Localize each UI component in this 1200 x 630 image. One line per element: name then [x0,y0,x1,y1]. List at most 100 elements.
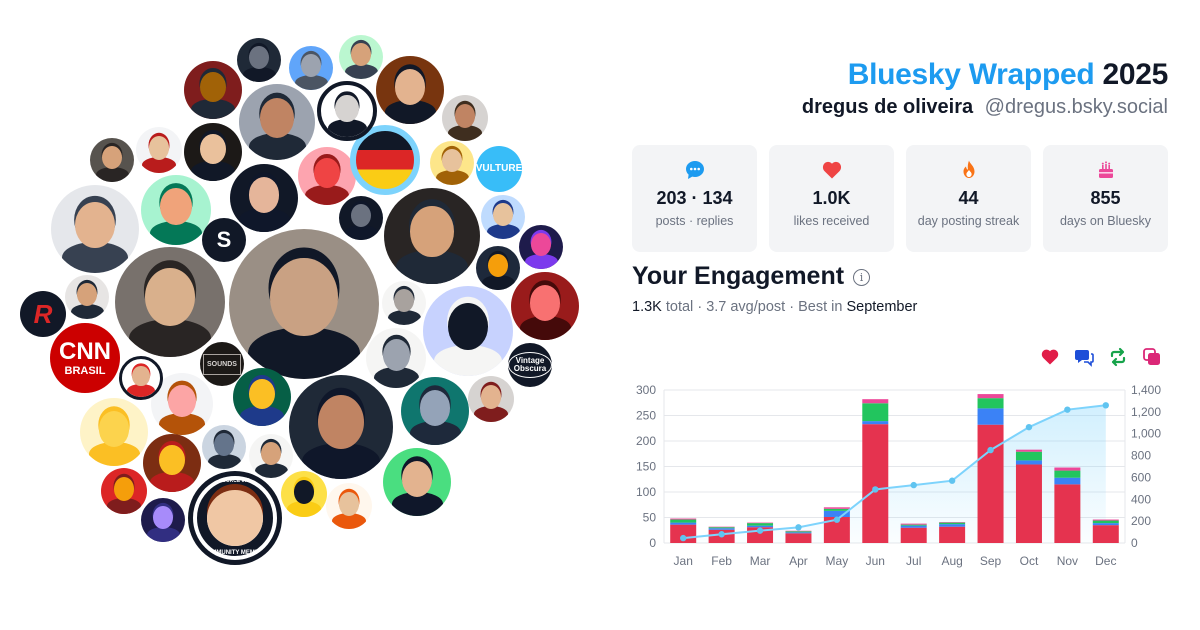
avatar[interactable] [141,498,185,542]
stat-label: posts · replies [655,214,734,228]
bar-segment [1092,525,1119,543]
avatar[interactable] [401,377,469,445]
vulture-avatar[interactable]: VULTURE [476,146,522,192]
osi-member-avatar-small[interactable] [119,356,163,400]
bar-segment [747,523,774,526]
bar-segment [785,532,812,534]
y2-tick-label: 200 [1131,514,1151,528]
avatar[interactable] [136,127,182,173]
stat-value: 203 · 134 [656,188,733,208]
avatar[interactable] [298,147,356,205]
bar-segment [1015,451,1042,461]
bar-segment [823,510,850,517]
r-logo-avatar[interactable]: R [20,291,66,337]
avatar[interactable] [233,368,291,426]
avatar[interactable] [442,95,488,141]
bar-segment [862,424,889,543]
avatar[interactable] [481,195,525,239]
bar-segment [939,522,966,525]
avatar[interactable] [151,373,213,435]
bar-segment [1015,449,1042,452]
avatar[interactable] [115,247,225,357]
x-tick-label: Dec [1095,554,1116,568]
x-tick-label: Nov [1057,554,1078,568]
avatar[interactable] [184,61,242,119]
display-name: dregus de oliveira [801,96,974,118]
stat-value: 1.0K [812,188,851,208]
bar-segment [977,398,1004,409]
avatar[interactable] [202,425,246,469]
avatar[interactable] [366,328,426,388]
bar-segment [900,525,927,528]
x-tick-label: Aug [941,554,962,568]
avatar[interactable] [143,434,201,492]
avatar[interactable] [289,46,333,90]
reply-icon[interactable] [1074,347,1094,367]
bar-segment [1054,467,1081,471]
stat-days-card: 855 days on Bluesky [1043,145,1168,252]
avatar[interactable] [249,434,293,478]
brand-title: Bluesky Wrapped [847,58,1095,91]
bar-segment [977,394,1004,399]
x-tick-label: Feb [711,554,732,568]
avatar[interactable] [281,471,327,517]
avatar[interactable] [51,185,139,273]
repost-icon[interactable] [1108,347,1128,367]
avatar[interactable] [511,272,579,340]
heart-icon[interactable] [1040,347,1060,367]
avatar[interactable] [376,56,444,124]
avatar[interactable] [326,483,372,529]
avatar[interactable] [237,38,281,82]
avatar[interactable] [80,398,148,466]
y2-tick-label: 600 [1131,470,1151,484]
bar-segment [670,519,697,523]
vintage-obscura-avatar[interactable]: Vintage Obscura [508,343,552,387]
avatar[interactable] [430,141,474,185]
bar-segment [823,507,850,509]
avatar[interactable] [229,229,379,379]
avatar[interactable] [90,138,134,182]
osi-member-avatar[interactable]: OPEN SOURCE INITIATIVE COMMUNITY MEMBER [188,471,282,565]
sounds-avatar[interactable]: SOUNDS [200,342,244,386]
y-tick-label: 250 [636,409,656,423]
avatar[interactable] [289,375,393,479]
stat-streak-card: 44 day posting streak [906,145,1031,252]
bar-segment [939,526,966,543]
bar-segment [1015,460,1042,465]
avatar[interactable] [101,468,147,514]
avatar[interactable] [65,275,109,319]
substack-avatar[interactable]: S [202,218,246,262]
avatar[interactable] [384,188,480,284]
user-handle[interactable]: @dregus.bsky.social [984,96,1168,118]
avatar[interactable] [423,286,513,376]
cumulative-point [1102,402,1109,409]
x-tick-label: May [826,554,849,568]
stat-label: days on Bluesky [1059,214,1152,228]
avatar[interactable] [382,281,426,325]
quote-icon[interactable] [1142,347,1162,367]
avatar[interactable] [339,35,383,79]
avatar[interactable] [519,225,563,269]
info-icon[interactable]: i [853,269,870,286]
cumulative-point [910,481,917,489]
avatar[interactable] [476,246,520,290]
birthday-cake-icon [1043,159,1168,181]
avatar[interactable] [230,164,298,232]
avatar[interactable] [383,448,451,516]
bar-segment [862,399,889,404]
x-tick-label: Jun [866,554,885,568]
cnn-brasil-avatar[interactable]: CNN BRASIL [50,323,120,393]
y-tick-label: 300 [636,383,656,397]
avatar[interactable] [184,123,242,181]
bar-segment [977,424,1004,543]
avatar[interactable] [468,376,514,422]
avatar[interactable] [239,84,315,160]
avatar[interactable] [141,175,211,245]
y-tick-label: 100 [636,485,656,499]
y-tick-label: 50 [643,511,657,525]
y-tick-label: 150 [636,460,656,474]
cumulative-point [680,534,687,542]
bar-segment [1054,470,1081,478]
avatar[interactable] [339,196,383,240]
framed-avatar[interactable] [317,81,377,141]
